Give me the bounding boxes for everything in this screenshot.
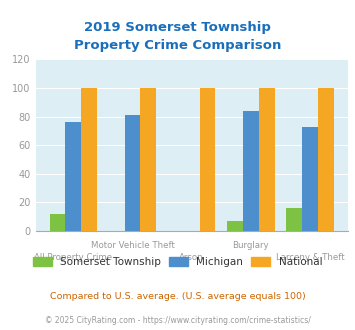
Text: Compared to U.S. average. (U.S. average equals 100): Compared to U.S. average. (U.S. average … [50,292,305,301]
Legend: Somerset Township, Michigan, National: Somerset Township, Michigan, National [33,257,322,267]
Bar [243,111,259,231]
Bar [125,115,141,231]
Text: 2019 Somerset Township
Property Crime Comparison: 2019 Somerset Township Property Crime Co… [74,21,281,52]
Text: Burglary: Burglary [233,241,269,250]
Text: Motor Vehicle Theft: Motor Vehicle Theft [91,241,174,250]
Text: Larceny & Theft: Larceny & Theft [276,253,344,262]
Bar [302,127,318,231]
Text: Arson: Arson [179,253,204,262]
Bar [259,88,274,231]
Bar [81,88,97,231]
Bar [200,88,215,231]
Text: All Property Crime: All Property Crime [34,253,113,262]
Text: © 2025 CityRating.com - https://www.cityrating.com/crime-statistics/: © 2025 CityRating.com - https://www.city… [45,316,310,325]
Bar [65,122,81,231]
Bar [227,221,243,231]
Bar [141,88,156,231]
Bar [50,214,65,231]
Bar [318,88,334,231]
Bar [286,208,302,231]
